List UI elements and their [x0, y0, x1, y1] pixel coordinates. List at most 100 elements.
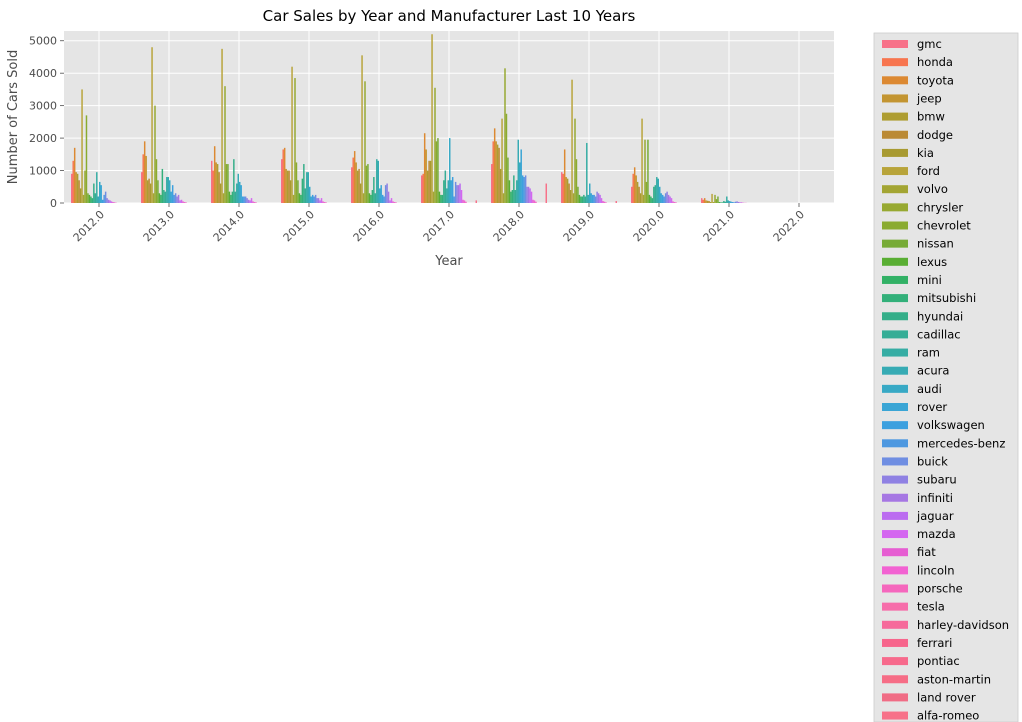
bar-ram-2013.0: [166, 177, 168, 203]
bar-gmc-2014.0: [211, 160, 213, 203]
bar-subaru-2013.0: [176, 196, 178, 203]
bar-mercedes-benz-2018.0: [523, 177, 525, 203]
y-axis-title: Number of Cars Sold: [6, 50, 21, 184]
legend-label: ferrari: [917, 636, 952, 650]
bar-honda-2016.0: [352, 157, 354, 203]
bar-mini-2020.0: [650, 196, 652, 203]
bar-gmc-2019.0: [561, 172, 563, 203]
bar-hyundai-2020.0: [653, 186, 655, 203]
bar-dodge-2013.0: [148, 178, 150, 203]
legend-item: harley-davidson: [882, 618, 1009, 632]
bar-lexus-2014.0: [228, 191, 231, 203]
bar-lexus-2021.0: [718, 202, 721, 203]
y-tick-label: 5000: [29, 35, 57, 48]
legend-swatch: [882, 312, 908, 321]
legend-item: cadillac: [882, 327, 961, 341]
bar-nissan-2013.0: [157, 180, 159, 203]
legend-label: nissan: [917, 237, 954, 251]
bar-chrysler-2016.0: [364, 81, 366, 203]
bar-acura-2020.0: [657, 178, 659, 203]
bar-ford-2012.0: [81, 89, 83, 203]
bar-buick-2016.0: [384, 185, 387, 203]
legend-swatch: [882, 366, 908, 375]
bar-acura-2019.0: [587, 194, 589, 203]
bar-ford-2017.0: [431, 34, 433, 203]
bar-ram-2016.0: [376, 159, 378, 203]
bar-audi-2012.0: [99, 181, 101, 203]
bar-chevrolet-2017.0: [435, 141, 438, 203]
bar-mitsubishi-2012.0: [91, 198, 94, 203]
bar-jeep-2012.0: [75, 172, 77, 203]
bar-buick-2012.0: [104, 191, 107, 203]
legend-swatch: [882, 275, 908, 284]
bar-audi-2017.0: [449, 138, 451, 203]
bar-nissan-2019.0: [577, 186, 579, 203]
bar-fiat-2016.0: [392, 201, 394, 203]
legend-swatch: [882, 94, 908, 103]
bar-infiniti-2019.0: [597, 193, 600, 203]
legend-label: bmw: [917, 110, 945, 124]
legend-label: harley-davidson: [917, 618, 1009, 632]
bar-toyota-2012.0: [73, 147, 76, 203]
x-axis-title: Year: [434, 254, 463, 269]
bar-lexus-2015.0: [298, 193, 301, 203]
bar-hyundai-2019.0: [583, 194, 585, 203]
bar-mercedes-benz-2016.0: [383, 196, 385, 203]
bar-subaru-2018.0: [526, 186, 528, 203]
legend-swatch: [882, 384, 908, 393]
bar-buick-2019.0: [594, 196, 597, 203]
legend-item: acura: [882, 364, 949, 378]
legend-swatch: [882, 112, 908, 121]
bar-toyota-2021.0: [703, 198, 706, 203]
bar-fiat-2018.0: [532, 199, 534, 203]
legend-swatch: [882, 403, 908, 411]
bar-jeep-2014.0: [215, 162, 217, 203]
bar-audi-2015.0: [309, 186, 311, 203]
bar-chevrolet-2020.0: [645, 181, 648, 203]
bar-honda-2012.0: [72, 160, 74, 203]
bar-acura-2012.0: [97, 196, 99, 203]
bar-jaguar-2014.0: [249, 200, 251, 203]
bar-ford-2014.0: [221, 48, 223, 203]
bar-fiat-2015.0: [322, 201, 324, 203]
bar-toyota-2015.0: [283, 147, 286, 203]
bar-lincoln-2018.0: [533, 200, 536, 203]
bar-volvo-2019.0: [572, 193, 575, 203]
bar-dodge-2018.0: [498, 147, 500, 203]
legend-item: ford: [882, 164, 940, 178]
legend-item: rover: [882, 400, 947, 414]
bar-acura-2015.0: [307, 172, 309, 203]
legend-label: gmc: [917, 37, 942, 51]
y-tick-label: 4000: [29, 67, 57, 80]
bar-fiat-2019.0: [602, 201, 604, 203]
legend-swatch: [882, 330, 908, 339]
legend-label: buick: [917, 454, 948, 468]
bar-dodge-2020.0: [638, 186, 640, 203]
legend-swatch: [882, 239, 908, 248]
bar-rover-2016.0: [380, 185, 382, 203]
legend-item: aston-martin: [882, 672, 991, 686]
legend-label: kia: [917, 146, 934, 160]
bar-nissan-2017.0: [437, 138, 439, 203]
bar-volkswagen-2017.0: [451, 177, 454, 203]
bar-ford-2018.0: [501, 118, 503, 203]
bar-lincoln-2016.0: [393, 202, 396, 203]
bar-mini-2015.0: [300, 194, 302, 203]
legend-label: hyundai: [917, 309, 963, 323]
chart-title: Car Sales by Year and Manufacturer Last …: [263, 7, 636, 25]
legend-swatch: [882, 185, 908, 194]
legend-swatch: [882, 257, 908, 266]
legend-item: ram: [882, 346, 940, 360]
bar-cadillac-2015.0: [304, 188, 307, 203]
bar-toyota-2019.0: [563, 149, 566, 203]
legend-swatch: [882, 167, 908, 176]
legend-label: acura: [917, 364, 949, 378]
legend-label: mercedes-benz: [917, 436, 1005, 450]
bar-volkswagen-2015.0: [311, 194, 314, 203]
bar-ford-2016.0: [361, 55, 363, 203]
bar-subaru-2012.0: [106, 198, 108, 203]
bar-jaguar-2012.0: [109, 200, 111, 203]
legend-item: lexus: [882, 255, 947, 269]
legend-swatch: [882, 58, 908, 67]
bar-kia-2012.0: [79, 188, 82, 203]
